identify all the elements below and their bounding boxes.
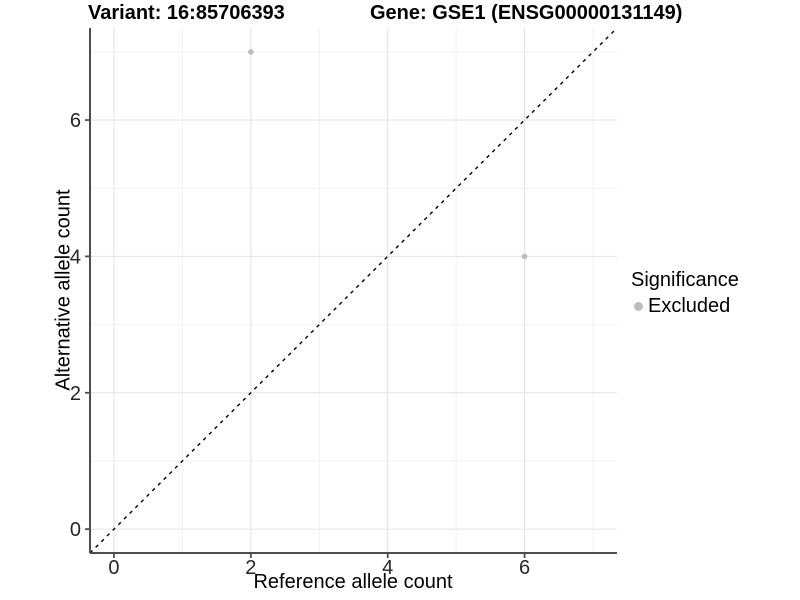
y-tick-label: 6 [70,110,81,132]
y-axis-label: Alternative allele count [52,189,75,391]
legend-entry-excluded: Excluded [634,295,739,318]
legend-title: Significance [631,269,739,291]
legend-point-icon [634,302,643,311]
y-tick-label: 0 [70,519,81,541]
legend-entry-label: Excluded [648,295,731,317]
y-tick-label: 4 [70,246,81,268]
legend: Significance Excluded [631,269,739,318]
x-tick-label: 4 [382,557,393,579]
plot-title-gene: Gene: GSE1 (ENSG00000131149) [370,2,683,24]
x-tick-label: 0 [108,557,119,579]
x-tick-label: 6 [519,557,530,579]
x-axis-label: Reference allele count [253,571,453,593]
x-tick-label: 2 [245,557,256,579]
data-point [521,253,528,260]
y-tick-label: 2 [70,383,81,405]
identity-line [89,27,618,554]
data-point [248,49,254,55]
plot-title-variant: Variant: 16:85706393 [88,2,285,24]
